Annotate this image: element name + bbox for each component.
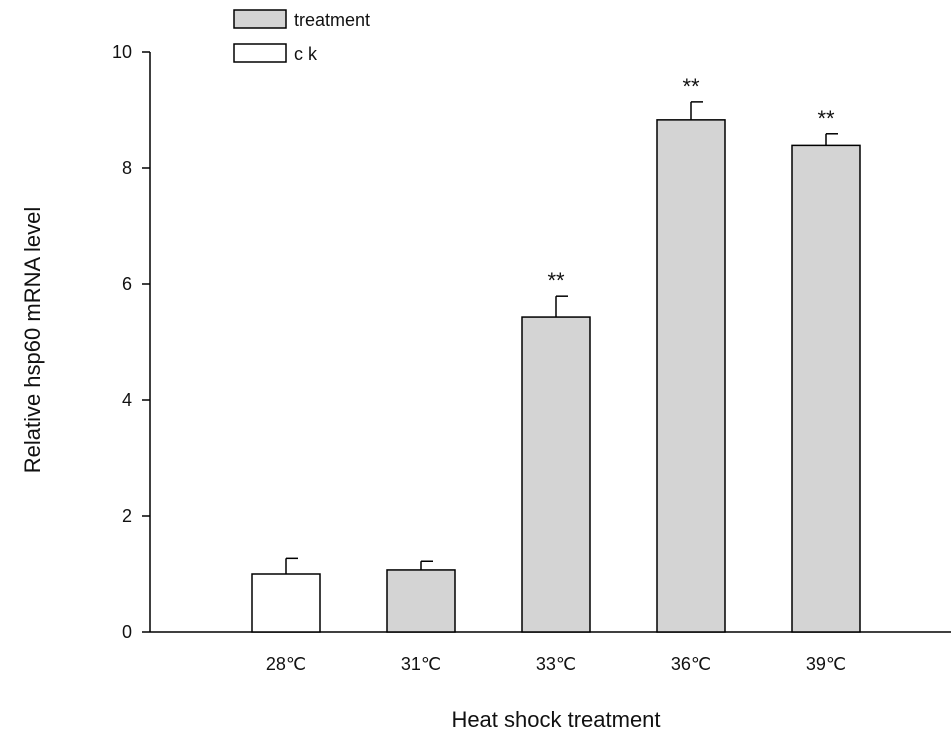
y-axis: 0 2 4 6 8 10 bbox=[112, 42, 151, 642]
x-tick-label: 36℃ bbox=[671, 654, 711, 674]
bar-5 bbox=[791, 144, 861, 633]
y-tick-label: 6 bbox=[122, 274, 132, 294]
significance-marker: ** bbox=[817, 106, 835, 131]
legend-label-ck: c k bbox=[294, 44, 318, 64]
x-tick-label: 33℃ bbox=[536, 654, 576, 674]
y-axis-title: Relative hsp60 mRNA level bbox=[20, 207, 45, 474]
legend-label-treatment: treatment bbox=[294, 10, 370, 30]
legend-swatch-treatment bbox=[233, 9, 287, 29]
significance-marker: ** bbox=[682, 74, 700, 99]
y-tick-label: 0 bbox=[122, 622, 132, 642]
significance-marker: ** bbox=[547, 268, 565, 293]
y-tick-label: 4 bbox=[122, 390, 132, 410]
y-tick-label: 10 bbox=[112, 42, 132, 62]
legend: treatment c k bbox=[233, 9, 370, 64]
bar-1 bbox=[251, 573, 321, 633]
y-tick-label: 8 bbox=[122, 158, 132, 178]
y-tick-label: 2 bbox=[122, 506, 132, 526]
bar-2 bbox=[386, 569, 456, 633]
bar-3 bbox=[521, 316, 591, 633]
x-tick-label: 39℃ bbox=[806, 654, 846, 674]
bars: ** ** ** bbox=[251, 74, 861, 633]
x-axis-title: Heat shock treatment bbox=[451, 707, 660, 732]
x-tick-label: 28℃ bbox=[266, 654, 306, 674]
legend-swatch-ck bbox=[233, 43, 287, 63]
bar-4 bbox=[656, 119, 726, 633]
x-axis: 28℃ 31℃ 33℃ 36℃ 39℃ bbox=[150, 631, 951, 674]
x-tick-label: 31℃ bbox=[401, 654, 441, 674]
